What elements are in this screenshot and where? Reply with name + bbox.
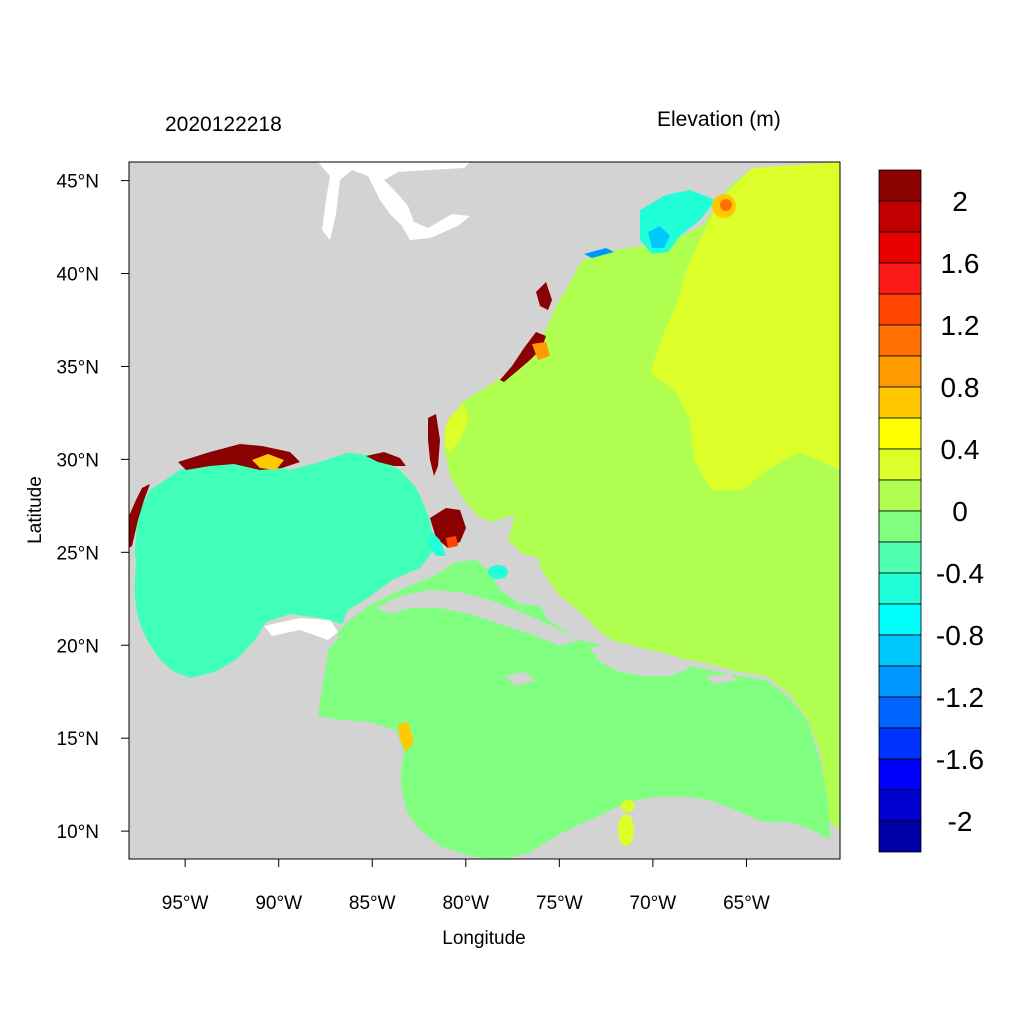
y-axis-label: Latitude xyxy=(25,476,46,544)
colorbar-labels: 2 1.6 1.2 0.8 0.4 0 -0.4 -0.8 -1.2 -1.6 -2 xyxy=(936,186,984,837)
gulf-of-mexico xyxy=(134,452,434,678)
colorbar-swatch xyxy=(878,293,922,326)
x-tick-label: 85°W xyxy=(349,893,396,914)
colorbar-swatch xyxy=(878,727,922,760)
y-tick-label: 15°N xyxy=(57,729,99,750)
colorbar-label: -1.6 xyxy=(936,744,984,775)
colorbar-swatch xyxy=(878,758,922,791)
y-tick-label: 10°N xyxy=(57,822,99,843)
x-axis-label: Longitude xyxy=(442,928,525,949)
se-coast-strip xyxy=(444,404,468,452)
colorbar-swatch xyxy=(878,169,922,202)
colorbar-swatch xyxy=(878,417,922,450)
florida-keys-surge xyxy=(446,536,458,548)
colorbar-label: -0.8 xyxy=(936,620,984,651)
y-tick-label: 35°N xyxy=(57,357,99,378)
x-tick-label: 80°W xyxy=(442,893,489,914)
colorbar-label: 0.8 xyxy=(941,372,980,403)
florida-strait xyxy=(372,560,548,620)
gulf-of-venezuela xyxy=(621,800,635,812)
north-america-land xyxy=(129,162,752,540)
west-florida-surge xyxy=(428,414,440,476)
long-island-low xyxy=(584,248,614,258)
colorbar-swatch xyxy=(878,789,922,822)
colorbar-label: -0.4 xyxy=(936,558,984,589)
nova-scotia-surge-core xyxy=(720,199,732,211)
colorbar-label: 1.2 xyxy=(941,310,980,341)
colorbar-swatch xyxy=(878,324,922,357)
cuba xyxy=(376,590,580,646)
y-tick-label: 40°N xyxy=(57,265,99,286)
yucatan-shelf xyxy=(264,618,338,640)
colorbar-swatch xyxy=(878,603,922,636)
colorbar-swatch xyxy=(878,820,922,853)
x-tick-label: 90°W xyxy=(255,893,302,914)
colorbar-label: -2 xyxy=(948,806,973,837)
colorbar-swatch xyxy=(878,231,922,264)
hispaniola xyxy=(590,642,690,676)
florida-bay-low xyxy=(428,530,446,556)
colorbar-swatch xyxy=(878,262,922,295)
colorbar-swatch xyxy=(878,479,922,512)
atlantic-east-band xyxy=(650,162,840,490)
map-layers xyxy=(129,162,840,859)
y-tick-label: 45°N xyxy=(57,172,99,193)
colorbar-swatch xyxy=(878,355,922,388)
south-america-land xyxy=(520,796,840,859)
y-tick-label: 20°N xyxy=(57,636,99,657)
colorbar-swatch xyxy=(878,634,922,667)
colorbar-swatch xyxy=(878,696,922,729)
colorbar-label: 0.4 xyxy=(941,434,980,465)
jamaica xyxy=(504,672,536,686)
gulf-of-maine-core xyxy=(648,226,670,248)
plot-frame xyxy=(128,161,841,860)
colorbar-swatch xyxy=(878,541,922,574)
chesapeake-surge xyxy=(536,282,552,310)
x-axis: 95°W 90°W 85°W 80°W 75°W 70°W 65°W xyxy=(162,859,770,914)
variable-title: Elevation (m) xyxy=(657,108,781,131)
cape-hatteras-surge xyxy=(532,342,550,360)
lake-maracaibo xyxy=(618,814,634,846)
colorbar-swatch xyxy=(878,386,922,419)
bahamas-bank xyxy=(488,565,508,579)
puerto-rico xyxy=(706,674,738,684)
colorbar-label: 0 xyxy=(952,496,968,527)
colorbar-swatch xyxy=(878,572,922,605)
mexico-land xyxy=(129,520,440,859)
x-tick-label: 70°W xyxy=(630,893,677,914)
x-tick-label: 95°W xyxy=(162,893,209,914)
colorbar-swatch xyxy=(878,510,922,543)
y-tick-label: 25°N xyxy=(57,543,99,564)
south-florida-surge xyxy=(430,508,466,548)
caribbean-sea xyxy=(318,584,830,859)
y-tick-label: 30°N xyxy=(57,450,99,471)
timestamp-label: 2020122218 xyxy=(165,113,282,136)
colorbar-swatch xyxy=(878,200,922,233)
colorbar-label: -1.2 xyxy=(936,682,984,713)
colorbar-swatch xyxy=(878,665,922,698)
florida-panhandle-surge xyxy=(366,452,406,466)
great-lakes xyxy=(318,162,470,240)
colorbar-swatch xyxy=(878,448,922,481)
honduras-coast-anomaly xyxy=(398,722,414,752)
colorbar-label: 1.6 xyxy=(941,248,980,279)
y-axis: 45°N 40°N 35°N 30°N 25°N 20°N 15°N 10°N xyxy=(57,172,129,843)
colorbar xyxy=(878,169,922,853)
louisiana-surge-orange xyxy=(252,454,284,470)
x-tick-label: 65°W xyxy=(723,893,770,914)
x-tick-label: 75°W xyxy=(536,893,583,914)
colorbar-label: 2 xyxy=(952,186,968,217)
texas-surge xyxy=(129,484,150,548)
bahamas-islands xyxy=(520,556,540,568)
